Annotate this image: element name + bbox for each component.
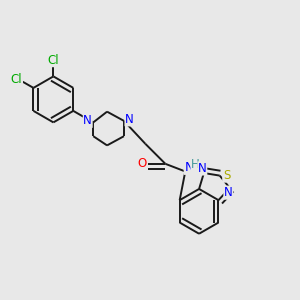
Text: Cl: Cl bbox=[48, 54, 59, 67]
Text: N: N bbox=[83, 114, 92, 128]
Text: N: N bbox=[125, 113, 134, 126]
Text: N: N bbox=[184, 161, 194, 174]
Text: O: O bbox=[137, 157, 146, 170]
Text: Cl: Cl bbox=[11, 73, 22, 86]
Text: H: H bbox=[191, 158, 200, 171]
Text: N: N bbox=[198, 162, 207, 175]
Text: N: N bbox=[224, 186, 233, 199]
Text: S: S bbox=[223, 169, 230, 182]
